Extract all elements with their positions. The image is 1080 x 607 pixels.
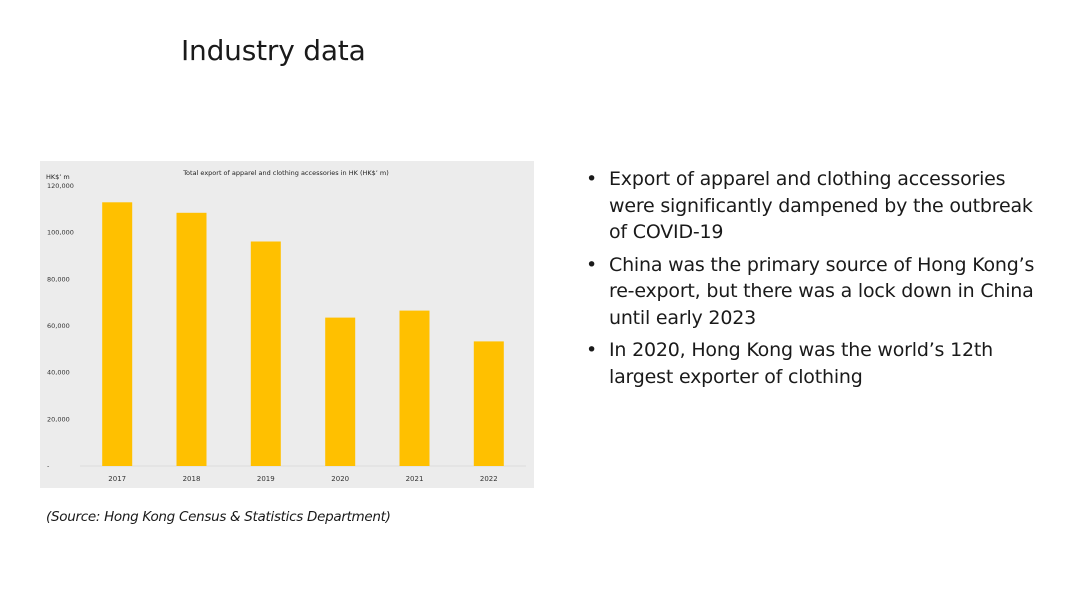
bullet-symbol: • [586, 253, 598, 276]
bar-2018 [176, 212, 207, 466]
x-tick-label: 2018 [183, 475, 201, 483]
bar-chart: Total export of apparel and clothing acc… [46, 169, 526, 483]
bullet-text: In 2020, Hong Kong was the world’s 12th … [609, 339, 993, 388]
chart-title: Total export of apparel and clothing acc… [182, 169, 389, 177]
y-tick-label: 100,000 [47, 229, 74, 237]
x-tick-label: 2022 [480, 475, 498, 483]
bullet-symbol: • [586, 168, 598, 190]
bar-2021 [399, 310, 430, 466]
y-tick-label: - [47, 462, 50, 470]
y-tick-label: 80,000 [47, 275, 70, 283]
y-tick-label: 120,000 [47, 182, 74, 190]
y-tick-label: 60,000 [47, 322, 70, 330]
x-tick-label: 2021 [406, 475, 424, 483]
chart-y-ticks: - 20,000 40,000 60,000 80,000 100,000 120,000 [47, 182, 74, 470]
bullet-item: • China was the primary source of Hong K… [586, 252, 1056, 332]
x-tick-label: 2020 [331, 475, 349, 483]
bar-2017 [102, 202, 133, 467]
bullet-list: • Export of apparel and clothing accesso… [586, 166, 1056, 396]
bullet-symbol: • [586, 339, 598, 361]
bullet-text: China was the primary source of Hong Kon… [609, 253, 1035, 329]
bar-2022 [473, 341, 504, 466]
slide-title: Industry data [181, 34, 366, 67]
y-tick-label: 40,000 [47, 369, 70, 377]
bar-2019 [250, 241, 281, 466]
bullet-item: • Export of apparel and clothing accesso… [586, 166, 1056, 246]
chart-y-axis-label: HK$’ m [46, 173, 70, 181]
source-note: (Source: Hong Kong Census & Statistics D… [46, 509, 391, 525]
bullet-item: • In 2020, Hong Kong was the world’s 12t… [586, 337, 1056, 390]
chart-bars [102, 202, 504, 467]
bar-2020 [325, 317, 356, 466]
bullet-text: Export of apparel and clothing accessori… [609, 168, 1033, 243]
y-tick-label: 20,000 [47, 415, 70, 423]
x-tick-label: 2017 [108, 475, 126, 483]
x-tick-label: 2019 [257, 475, 275, 483]
chart-panel: Total export of apparel and clothing acc… [40, 161, 534, 488]
chart-x-ticks: 2017 2018 2019 2020 2021 2022 [108, 475, 497, 483]
